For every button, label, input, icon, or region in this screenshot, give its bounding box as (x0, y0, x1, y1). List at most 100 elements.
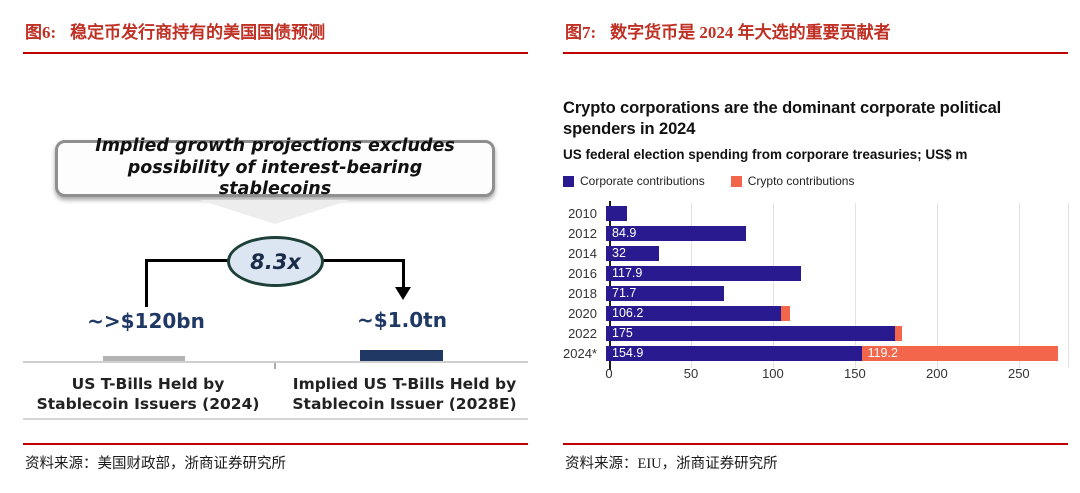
figure7-title-rule (563, 52, 1068, 54)
bar-track: 32 (603, 245, 1068, 261)
figure7-header: 图7: 数字货币是 2024 年大选的重要贡献者 (563, 12, 1068, 52)
year-label: 2014 (568, 245, 597, 261)
bar-track: 106.2 (603, 305, 1068, 321)
bar-chart: 2010 2012 84.9 2014 32 2016 117.9 2018 71.7 2020 1… (563, 201, 1069, 386)
chart-row: 2018 71.7 (563, 283, 1068, 303)
diagram-axis-line (23, 361, 528, 363)
chart-row: 2010 (563, 203, 1068, 223)
bar-segment-corporate: 117.9 (606, 265, 801, 281)
figure7-source: 资料来源：EIU，浙商证券研究所 (565, 456, 778, 472)
connector-left-horizontal (145, 259, 229, 262)
figure7-source-rule (563, 443, 1068, 445)
year-label: 2018 (568, 285, 597, 301)
bar-segment-crypto (781, 305, 791, 321)
right-value-label: ~$1.0tn (357, 308, 447, 332)
bar-value-label: 106.2 (612, 306, 644, 321)
legend-label: Corporate contributions (580, 174, 705, 189)
multiplier-badge: 8.3x (227, 236, 324, 287)
legend-swatch-icon (563, 175, 574, 187)
bar-segment-corporate: 84.9 (606, 225, 747, 241)
legend-item: Corporate contributions (563, 174, 705, 188)
bar-track: 71.7 (603, 285, 1068, 301)
callout-box: Implied growth projections excludes poss… (55, 136, 495, 199)
chart-row: 2020 106.2 (563, 303, 1068, 323)
left-category-label: US T-Bills Held by Stablecoin Issuers (2… (36, 375, 260, 414)
callout-text: Implied growth projections excludes poss… (95, 136, 455, 200)
figure6-panel: 图6: 稳定币发行商持有的美国国债预测 Implied growth projec… (23, 12, 528, 493)
bar-value-label: 154.9 (612, 346, 644, 361)
gridline (854, 203, 856, 369)
figure6-title: 稳定币发行商持有的美国国债预测 (70, 23, 326, 42)
chart-row: 2016 117.9 (563, 263, 1068, 283)
year-label: 2016 (568, 265, 597, 281)
bar-value-label: 32 (612, 246, 626, 261)
stablecoin-diagram: Implied growth projections excludes poss… (23, 74, 528, 424)
bar-value-label: 117.9 (612, 266, 643, 281)
bar-segment-crypto (894, 325, 903, 341)
bar-segment-corporate (606, 205, 628, 221)
bar-segment-corporate: 154.9 (606, 345, 862, 361)
bar-track: 84.9 (603, 225, 1068, 241)
bar-segment-corporate: 175 (606, 325, 895, 341)
bar-track: 117.9 (603, 265, 1068, 281)
figure7-tag: 图7: (565, 23, 597, 42)
x-axis-ticks: 0 50 100 150 200 250 (605, 366, 1068, 386)
figure6-title-rule (23, 52, 528, 54)
x-tick-label: 150 (844, 366, 866, 382)
bar-value-label: 84.9 (612, 226, 637, 241)
legend-swatch-icon (730, 175, 742, 187)
legend-label: Crypto contributions (747, 174, 855, 189)
bar-track: 154.9 119.2 (603, 345, 1068, 361)
connector-right-vertical (402, 259, 405, 289)
x-tick-label: 0 (605, 366, 613, 382)
callout-pointer (200, 200, 350, 224)
chart-row: 2024* 154.9 119.2 (563, 343, 1068, 363)
bar-track (603, 205, 1068, 221)
connector-right-horizontal (322, 259, 405, 262)
x-tick-label: 250 (1007, 366, 1030, 382)
gridline (772, 203, 774, 369)
diagram-bottom-border (23, 418, 528, 420)
left-value-label: ~>$120bn (87, 309, 205, 333)
legend-item: Crypto contributions (730, 174, 855, 189)
chart-legend: Corporate contributions Crypto contributi… (563, 174, 1068, 188)
bar-segment-corporate: 71.7 (606, 285, 725, 301)
arrow-down-icon (395, 287, 411, 300)
chart-subtitle: US federal election spending from corpor… (563, 147, 968, 163)
connector-left-vertical (145, 259, 148, 307)
bar-value-label: 175 (612, 326, 633, 341)
year-label: 2012 (568, 225, 597, 241)
chart-row: 2012 84.9 (563, 223, 1068, 243)
diagram-axis-tick (274, 363, 276, 369)
figure6-tag: 图6: (25, 23, 57, 42)
bar-track: 175 (603, 325, 1068, 341)
year-label: 2022 (568, 325, 597, 341)
chart-row: 2022 175 (563, 323, 1068, 343)
gridline (1018, 203, 1020, 369)
bar-value-label: 119.2 (867, 346, 898, 361)
bar-segment-crypto: 119.2 (861, 345, 1059, 361)
figure6-source: 资料来源：美国财政部，浙商证券研究所 (25, 456, 286, 472)
gridline (936, 203, 938, 369)
bar-segment-corporate: 32 (606, 245, 659, 261)
gridline (1068, 203, 1069, 369)
figure7-title: 数字货币是 2024 年大选的重要贡献者 (610, 23, 891, 42)
year-label: 2024* (563, 345, 597, 361)
x-tick-label: 100 (762, 366, 784, 382)
right-category-label: Implied US T-Bills Held by Stablecoin Is… (292, 375, 517, 414)
bar-segment-corporate: 106.2 (606, 305, 782, 321)
figure7-panel: 图7: 数字货币是 2024 年大选的重要贡献者 Crypto corporati… (563, 12, 1069, 493)
tbills-2024-bar (103, 356, 185, 361)
figure6-source-rule (23, 443, 528, 445)
chart-title: Crypto corporations are the dominant cor… (563, 99, 1002, 139)
x-tick-label: 50 (683, 366, 699, 382)
tbills-2028-bar (360, 350, 443, 361)
figure6-header: 图6: 稳定币发行商持有的美国国债预测 (23, 12, 528, 52)
year-label: 2010 (568, 205, 597, 221)
year-label: 2020 (568, 305, 597, 321)
x-tick-label: 200 (925, 366, 948, 382)
chart-row: 2014 32 (563, 243, 1068, 263)
chart-rows: 2010 2012 84.9 2014 32 2016 117.9 2018 71.7 2020 1… (563, 203, 1068, 363)
multiplier-value: 8.3x (250, 249, 301, 274)
